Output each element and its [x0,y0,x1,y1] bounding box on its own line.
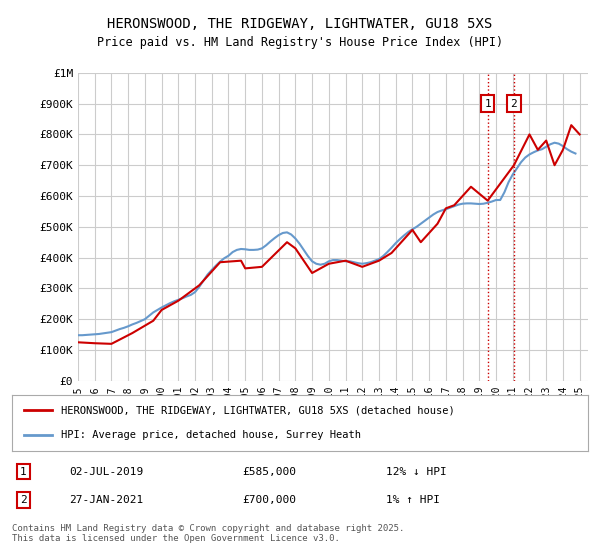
Text: £700,000: £700,000 [242,495,296,505]
Text: HERONSWOOD, THE RIDGEWAY, LIGHTWATER, GU18 5XS (detached house): HERONSWOOD, THE RIDGEWAY, LIGHTWATER, GU… [61,405,455,416]
Text: 1% ↑ HPI: 1% ↑ HPI [386,495,440,505]
Text: 1: 1 [20,466,27,477]
Text: HERONSWOOD, THE RIDGEWAY, LIGHTWATER, GU18 5XS: HERONSWOOD, THE RIDGEWAY, LIGHTWATER, GU… [107,17,493,31]
Text: Contains HM Land Registry data © Crown copyright and database right 2025.
This d: Contains HM Land Registry data © Crown c… [12,524,404,543]
Text: 2: 2 [20,495,27,505]
Text: Price paid vs. HM Land Registry's House Price Index (HPI): Price paid vs. HM Land Registry's House … [97,36,503,49]
Text: HPI: Average price, detached house, Surrey Heath: HPI: Average price, detached house, Surr… [61,430,361,440]
Text: 27-JAN-2021: 27-JAN-2021 [70,495,144,505]
Text: 02-JUL-2019: 02-JUL-2019 [70,466,144,477]
Text: £585,000: £585,000 [242,466,296,477]
Text: 1: 1 [484,99,491,109]
Text: 12% ↓ HPI: 12% ↓ HPI [386,466,447,477]
Text: 2: 2 [511,99,517,109]
